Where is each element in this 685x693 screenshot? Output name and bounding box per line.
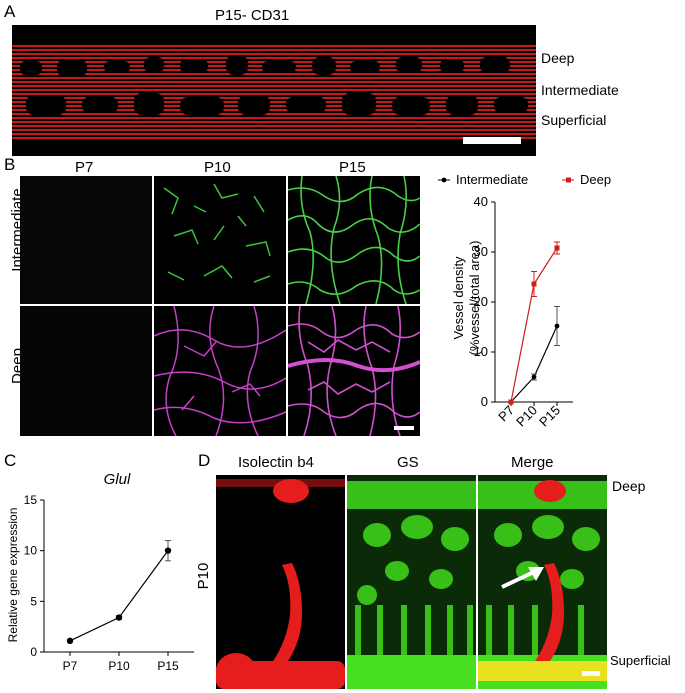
vd-point	[508, 399, 514, 405]
glul-x-tick-label: P15	[157, 659, 179, 673]
glul-ylabel: Relative gene expression	[6, 508, 20, 643]
glul-point	[115, 614, 123, 621]
glul-y-tick-label: 0	[30, 645, 37, 659]
panel-letter-a: A	[4, 2, 16, 21]
panel-a-title: P15- CD31	[215, 7, 290, 24]
arrow-shaft	[501, 569, 537, 589]
legend-label-deep: Deep	[580, 172, 611, 187]
vd-y-tick-label: 30	[474, 244, 488, 259]
layer-label-superficial-a: Superficial	[541, 112, 607, 128]
vd-x-tick-label: P10	[513, 403, 540, 430]
micrograph-deep-p7	[20, 306, 152, 436]
layer-label-deep-d: Deep	[612, 478, 646, 494]
vd-y-tick-label: 40	[474, 194, 488, 209]
vessel-drawing-intermediate-p10	[163, 183, 271, 283]
panel-letter-d: D	[198, 451, 211, 470]
glul-point	[164, 547, 172, 554]
cd31-cross-section-drawing	[12, 43, 536, 144]
vd-point	[554, 323, 560, 329]
vessel-density-ylabel-unit: (%vessel/total area)	[467, 241, 482, 356]
vd-y-tick-label: 10	[474, 344, 488, 359]
vessel-drawing-deep-p15	[288, 306, 420, 436]
vd-x-tick-label: P7	[495, 403, 517, 425]
arrow-head-icon	[528, 567, 544, 581]
micrograph-intermediate-p15	[288, 176, 420, 304]
micrograph-deep-p10	[154, 306, 286, 436]
column-label-p10: P10	[204, 159, 231, 176]
legend-marker-deep	[566, 177, 571, 183]
micrograph-gs	[347, 475, 476, 689]
column-label-gs: GS	[397, 454, 419, 471]
column-label-merge: Merge	[511, 454, 554, 471]
legend-label-intermediate: Intermediate	[456, 172, 528, 187]
micrograph-intermediate-p10	[154, 176, 286, 304]
micrograph-deep-p15	[288, 306, 420, 436]
layer-label-superficial-d: Superficial	[610, 653, 671, 668]
isolectin-drawing	[216, 479, 345, 689]
vd-x-tick-label: P15	[536, 403, 563, 430]
glul-x-tick-label: P7	[63, 659, 78, 673]
glul-y-tick-label: 15	[24, 493, 38, 507]
glul-series-line-0	[69, 550, 169, 642]
glul-y-tick-label: 10	[24, 544, 38, 558]
scale-bar-d	[582, 671, 600, 676]
glul-x-tick-label: P10	[108, 659, 130, 673]
micrograph-merge	[478, 475, 607, 689]
vd-y-tick-label: 20	[474, 294, 488, 309]
legend-marker-intermediate	[441, 177, 447, 183]
vessel-density-legend: Intermediate Deep	[438, 172, 611, 187]
vd-point	[531, 281, 537, 287]
gs-drawing	[347, 475, 476, 689]
glul-y-tick-label: 5	[30, 594, 37, 608]
glul-plot-area: 0 5 10 15 P7 P10 P15	[24, 493, 194, 673]
column-label-p15: P15	[339, 159, 366, 176]
vd-y-tick-label: 0	[481, 394, 488, 409]
panel-letter-c: C	[4, 451, 17, 470]
vd-point	[554, 245, 560, 251]
glul-chart-title: Glul	[104, 471, 131, 488]
micrograph-intermediate-p7	[20, 176, 152, 304]
vessel-density-ylabel: Vessel density	[451, 256, 466, 340]
vessel-drawing-intermediate-p15	[288, 176, 420, 304]
panel-letter-b: B	[4, 155, 16, 174]
vd-point	[531, 374, 537, 380]
glul-expression-chart: Glul Relative gene expression 0 5 10 15 P7 P1…	[6, 471, 194, 673]
column-label-isolectin: Isolectin b4	[238, 454, 314, 471]
vessel-density-chart: Intermediate Deep Vessel density (%vesse…	[438, 172, 611, 429]
merge-drawing	[478, 475, 607, 689]
cd31-cross-section-image	[12, 25, 536, 156]
glul-point	[66, 637, 74, 645]
scale-bar-b	[394, 426, 414, 430]
row-label-p10: P10	[195, 562, 212, 590]
vessel-drawing-deep-p10	[154, 306, 286, 436]
column-label-p7: P7	[75, 159, 94, 176]
micrograph-isolectin-b4	[216, 475, 345, 689]
scale-bar-a	[463, 137, 521, 144]
layer-label-deep-a: Deep	[541, 50, 575, 66]
layer-label-intermediate-a: Intermediate	[541, 82, 619, 98]
